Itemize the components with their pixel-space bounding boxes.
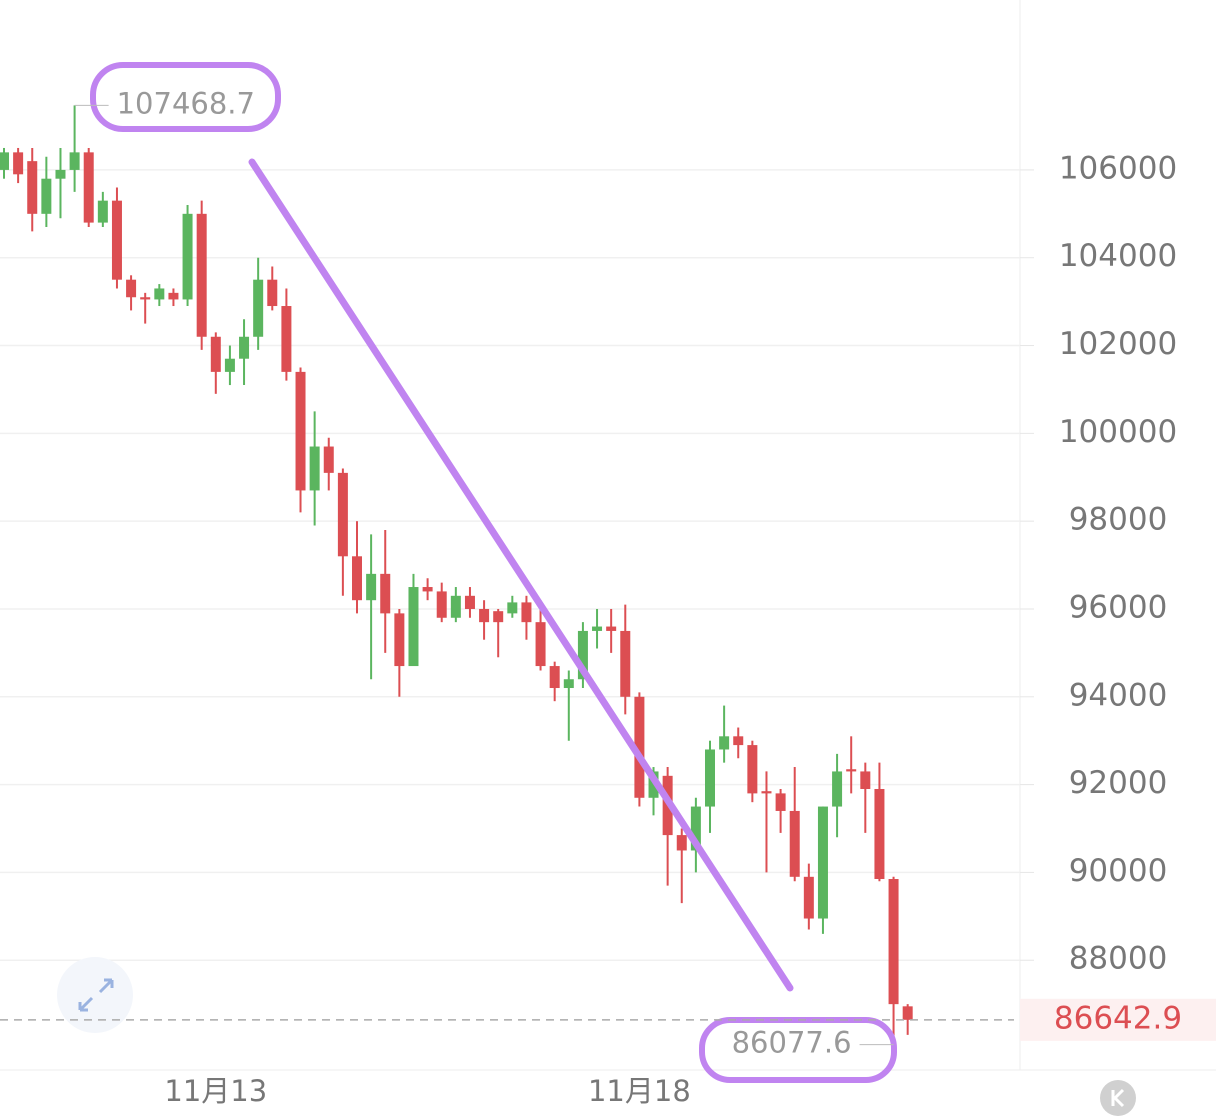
candle-body (436, 591, 447, 618)
candle-body (479, 608, 490, 623)
min-label: 86077.6 (732, 1026, 852, 1060)
highlight-ring (90, 62, 281, 132)
max-label: 107468.7 (117, 86, 255, 120)
candle-body (507, 602, 518, 614)
candle-body (267, 279, 278, 307)
candle-body (719, 736, 730, 750)
candle-body (464, 595, 475, 609)
expand-icon (78, 978, 114, 1012)
candle-body (592, 626, 603, 631)
x-tick-label: 11月18 (588, 1074, 691, 1108)
candle-body (705, 749, 715, 807)
candle-body (775, 793, 786, 811)
y-tick-label: 90000 (1069, 853, 1168, 889)
candle-body (563, 679, 574, 689)
candle-body (733, 736, 744, 746)
candle-body (323, 446, 334, 473)
candle-body (902, 1006, 913, 1020)
candle-body (874, 788, 885, 880)
candle-body (450, 595, 461, 618)
candle-body (817, 806, 828, 919)
candle-body (803, 876, 814, 919)
candle-body (111, 200, 122, 280)
candle-body (168, 292, 179, 300)
candle-body (634, 696, 645, 798)
k-icon (1111, 1088, 1125, 1108)
k-button[interactable] (1100, 1080, 1136, 1116)
candle-body (747, 745, 758, 794)
last-price-box (1020, 998, 1216, 1041)
candle-body (309, 446, 320, 491)
candle-body (408, 587, 419, 667)
candle-body (140, 297, 151, 300)
candle-body (337, 472, 348, 557)
y-tick-label: 106000 (1059, 150, 1177, 186)
candle-body (69, 152, 80, 170)
y-tick-label: 100000 (1059, 414, 1177, 450)
y-tick-label: 92000 (1069, 765, 1168, 801)
candle-body (154, 288, 165, 300)
candle-body (55, 169, 66, 179)
candle-body (521, 602, 532, 623)
y-tick-label: 94000 (1069, 677, 1168, 713)
candle-body (224, 358, 235, 372)
y-tick-label: 88000 (1069, 941, 1168, 977)
y-tick-label: 96000 (1069, 589, 1168, 625)
candle-body (676, 835, 687, 851)
expand-button[interactable] (57, 957, 133, 1033)
y-tick-label: 102000 (1059, 326, 1177, 362)
candle-body (394, 613, 405, 667)
candle-body (535, 622, 546, 667)
trend-stroke (248, 158, 794, 992)
candle-body (577, 630, 588, 680)
y-tick-label: 104000 (1059, 238, 1177, 274)
candle-body (888, 879, 899, 1005)
candle-body (239, 336, 250, 359)
candle-body (860, 771, 871, 789)
candle-body (182, 213, 193, 300)
plot-area (0, 105, 1034, 1045)
candle-body (690, 806, 701, 851)
x-tick-label: 11月13 (164, 1074, 267, 1108)
candle-body (281, 306, 292, 372)
candle-body (366, 573, 377, 601)
candle-body (83, 152, 94, 223)
candle-body (846, 769, 857, 772)
y-tick-label: 98000 (1069, 502, 1168, 538)
candle-body (606, 626, 617, 631)
candle-body (832, 771, 843, 807)
candle-body (97, 200, 108, 223)
candle-body (126, 279, 137, 298)
candle-body (41, 178, 52, 214)
candle-body (549, 666, 560, 689)
candle-body (380, 573, 391, 614)
candle-body (493, 611, 504, 623)
candle-body (422, 587, 433, 592)
candle-body (352, 556, 362, 601)
candle-body (210, 336, 221, 372)
candle-body (761, 791, 772, 794)
candle-body (620, 630, 631, 697)
candle-body (27, 161, 38, 214)
candle-body (295, 371, 306, 491)
candle-body (196, 213, 207, 337)
candle-body (253, 279, 264, 337)
candle-body (13, 152, 24, 175)
candle-body (789, 810, 800, 877)
last-price-label: 86642.9 (1054, 1000, 1182, 1036)
candle-body (0, 152, 9, 170)
